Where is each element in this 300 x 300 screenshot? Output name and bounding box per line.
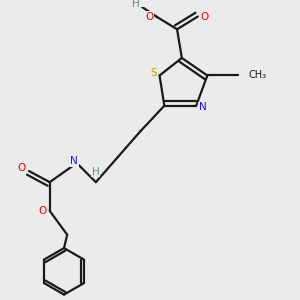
Text: N: N xyxy=(199,102,206,112)
Text: S: S xyxy=(151,68,157,78)
Text: O: O xyxy=(39,206,47,216)
Text: O: O xyxy=(17,163,26,173)
Text: CH₃: CH₃ xyxy=(249,70,267,80)
Text: O: O xyxy=(201,12,209,22)
Text: O: O xyxy=(145,12,154,22)
Text: N: N xyxy=(70,157,78,166)
Text: H: H xyxy=(132,0,140,10)
Text: H: H xyxy=(92,167,100,177)
